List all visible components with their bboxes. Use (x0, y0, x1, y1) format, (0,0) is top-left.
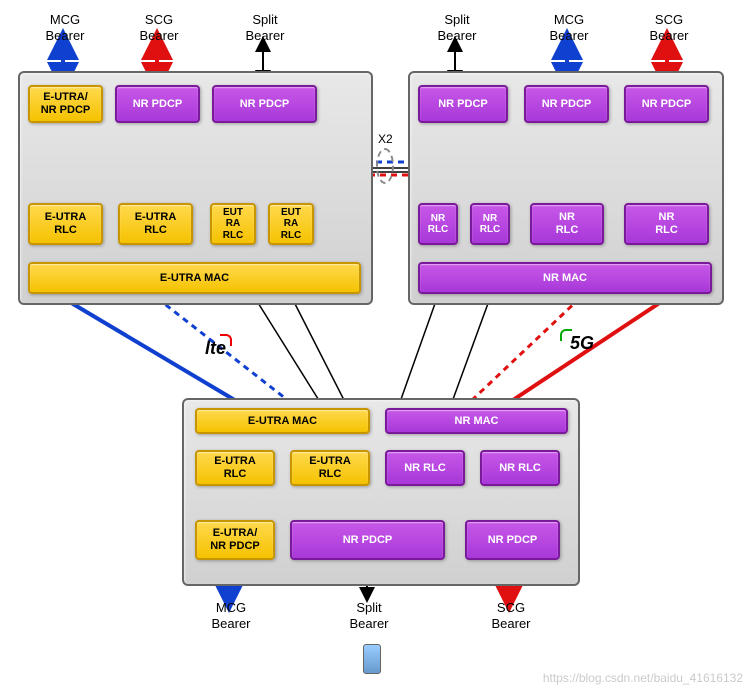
label-mcg-bearer-1: MCGBearer (44, 12, 86, 43)
x2-interface-icon (376, 148, 394, 184)
block-eutra-rlc-4: EUTRARLC (268, 203, 314, 245)
label-split-bearer-2: SplitBearer (436, 12, 478, 43)
block-nr-pdcp-1: NR PDCP (115, 85, 200, 123)
block-nr-mac: NR MAC (418, 262, 712, 294)
5g-logo-icon: 5G (570, 333, 594, 354)
block-nr-rlc-2: NRRLC (470, 203, 510, 245)
label-mcg-bearer-bottom: MCGBearer (210, 600, 252, 631)
block-nr-rlc-1: NRRLC (418, 203, 458, 245)
phone-icon (363, 644, 381, 674)
label-split-bearer-bottom: SplitBearer (348, 600, 390, 631)
block-nr-rlc-3: NRRLC (530, 203, 604, 245)
block-ue-eutra-nr-pdcp: E-UTRA/NR PDCP (195, 520, 275, 560)
block-eutra-rlc-1: E-UTRARLC (28, 203, 103, 245)
label-scg-bearer-1: SCGBearer (138, 12, 180, 43)
block-nr-pdcp-r1: NR PDCP (418, 85, 508, 123)
block-ue-nr-pdcp-1: NR PDCP (290, 520, 445, 560)
block-nr-rlc-4: NRRLC (624, 203, 709, 245)
block-ue-eutra-rlc-1: E-UTRARLC (195, 450, 275, 486)
label-scg-bearer-bottom: SCGBearer (490, 600, 532, 631)
label-x2: X2 (378, 132, 393, 146)
block-ue-nr-rlc-1: NR RLC (385, 450, 465, 486)
block-eutra-rlc-2: E-UTRARLC (118, 203, 193, 245)
block-eutra-mac: E-UTRA MAC (28, 262, 361, 294)
block-ue-eutra-rlc-2: E-UTRARLC (290, 450, 370, 486)
diagram-canvas: MCGBearer SCGBearer SplitBearer SplitBea… (0, 0, 751, 689)
block-ue-eutra-mac: E-UTRA MAC (195, 408, 370, 434)
block-nr-pdcp-r3: NR PDCP (624, 85, 709, 123)
block-ue-nr-rlc-2: NR RLC (480, 450, 560, 486)
label-mcg-bearer-2: MCGBearer (548, 12, 590, 43)
block-eutra-rlc-3: EUTRARLC (210, 203, 256, 245)
block-ue-nr-mac: NR MAC (385, 408, 568, 434)
block-ue-nr-pdcp-2: NR PDCP (465, 520, 560, 560)
label-scg-bearer-2: SCGBearer (648, 12, 690, 43)
block-nr-pdcp-2: NR PDCP (212, 85, 317, 123)
lte-logo-icon: lte (205, 338, 226, 359)
block-eutra-nr-pdcp: E-UTRA/NR PDCP (28, 85, 103, 123)
watermark-text: https://blog.csdn.net/baidu_41616132 (543, 671, 743, 685)
label-split-bearer-1: SplitBearer (244, 12, 286, 43)
block-nr-pdcp-r2: NR PDCP (524, 85, 609, 123)
